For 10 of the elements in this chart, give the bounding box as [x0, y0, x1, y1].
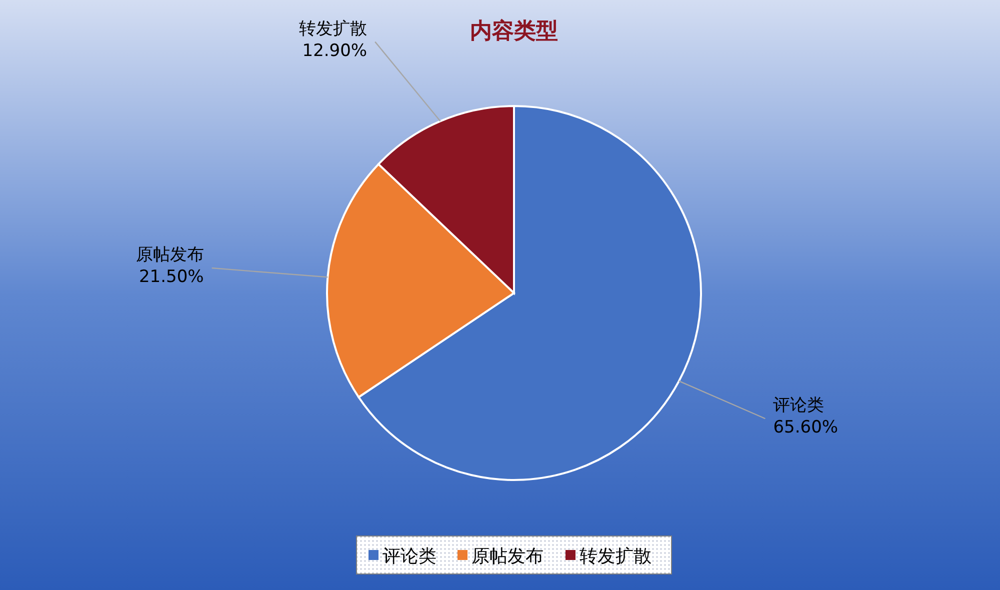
legend-label: 转发扩散: [580, 546, 652, 567]
slice-label: 原帖发布: [136, 245, 204, 266]
data-label: 21.50%: [138, 267, 204, 288]
data-label: 12.90%: [302, 40, 368, 61]
legend-label: 原帖发布: [472, 546, 544, 567]
chart-title: 内容类型: [470, 18, 558, 44]
slice-label: 评论类: [773, 396, 824, 416]
data-label: 65.60%: [773, 418, 838, 438]
slice-label: 评论类: [382, 546, 436, 567]
slice-label: 转发扩散: [299, 18, 368, 39]
